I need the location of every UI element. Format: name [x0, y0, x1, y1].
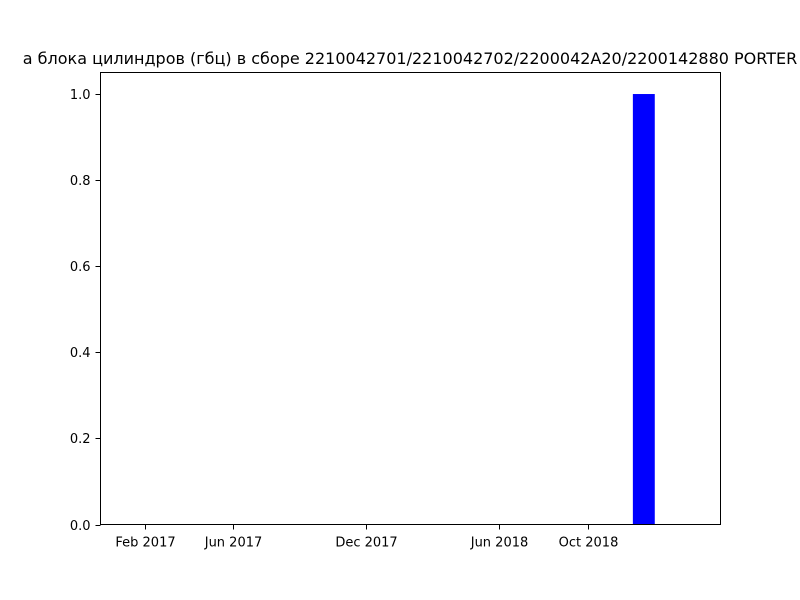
x-tick-label-3: Jun 2018	[470, 536, 529, 551]
y-tick-label-4: 0.8	[70, 174, 91, 189]
x-tick-label-0: Feb 2017	[115, 536, 175, 551]
y-axis-ticks: 0.0 0.2 0.4 0.6 0.8 1.0	[70, 88, 101, 534]
bars-layer	[632, 94, 655, 525]
y-tick-label-3: 0.6	[70, 260, 91, 275]
x-axis-ticks: Feb 2017 Jun 2017 Dec 2017 Jun 2018 Oct 2018	[115, 524, 619, 551]
chart-title: а блока цилиндров (гбц) в сборе 22100427…	[23, 49, 797, 68]
plot-frame	[100, 72, 721, 525]
y-tick-label-0: 0.0	[70, 519, 91, 534]
x-tick-label-1: Jun 2017	[204, 536, 263, 551]
x-tick-label-4: Oct 2018	[559, 536, 619, 551]
bar-0	[632, 94, 655, 525]
y-tick-label-1: 0.2	[70, 432, 91, 447]
y-tick-label-5: 1.0	[70, 88, 91, 103]
y-tick-label-2: 0.4	[70, 346, 91, 361]
x-tick-label-2: Dec 2017	[335, 536, 397, 551]
